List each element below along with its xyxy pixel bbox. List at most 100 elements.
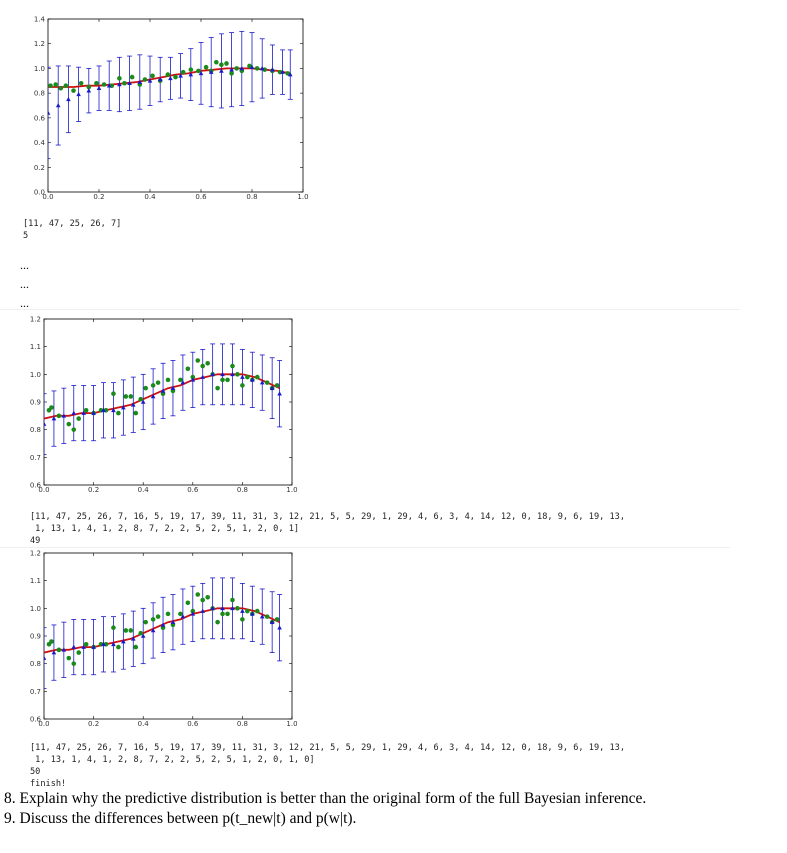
mean-point (277, 391, 282, 396)
mean-point (61, 413, 67, 418)
axes-frame (43, 552, 293, 720)
observed-point (76, 416, 82, 421)
observed-point (128, 628, 134, 633)
output-2-list-line2: 1, 13, 1, 4, 1, 2, 8, 7, 2, 2, 5, 2, 5, … (30, 524, 300, 534)
x-tick-label: 0.2 (88, 720, 99, 728)
observed-point (86, 84, 92, 90)
mean-point (219, 68, 224, 73)
x-tick-label: 1.0 (286, 720, 297, 728)
observed-point (188, 67, 194, 72)
observed-point (155, 614, 161, 619)
observed-point (94, 80, 99, 86)
mean-point (157, 77, 163, 82)
mean-point (208, 69, 214, 74)
mean-point (51, 416, 57, 421)
mean-point (121, 405, 126, 410)
plot-1: 0.0 0.2 0.4 0.6 0.8 1.0 0.0 0.2 0.4 0.6 0.8 1.0 1.2 1… (20, 14, 310, 214)
mean-point (61, 647, 67, 652)
observed-point (245, 608, 250, 614)
mean-point (180, 380, 186, 385)
observed-point (63, 83, 69, 89)
mean-point (106, 83, 112, 88)
observed-point (133, 644, 139, 650)
mean-point (137, 79, 143, 84)
x-tick-label: 0.8 (237, 486, 248, 494)
observed-point (71, 661, 77, 666)
mean-point (277, 625, 282, 630)
mean-point (51, 650, 57, 655)
x-tick-label: 0.6 (187, 720, 199, 728)
mean-point (91, 410, 96, 415)
ellipsis-2: ... (20, 277, 29, 291)
mean-point (130, 636, 136, 641)
observed-point (195, 358, 201, 363)
mean-point (280, 69, 285, 74)
mean-point (111, 641, 116, 647)
mean-point (76, 91, 81, 97)
observed-point (56, 413, 62, 419)
mean-point (239, 65, 245, 71)
cell-divider (0, 547, 730, 548)
mean-point (71, 644, 77, 649)
observed-point (235, 606, 240, 611)
y-tick-label: 0.7 (30, 454, 41, 462)
observed-point (180, 69, 186, 75)
x-tick-label: 0.0 (42, 193, 53, 201)
ellipsis-1: ... (20, 258, 29, 272)
observed-point (200, 597, 206, 603)
mean-point (259, 65, 265, 71)
output-2-list-line1: [11, 47, 25, 26, 7, 16, 5, 19, 17, 39, 1… (30, 512, 625, 522)
observed-point (285, 71, 291, 76)
observed-point (230, 363, 235, 369)
mean-point (249, 64, 255, 69)
mean-point (270, 67, 275, 72)
observed-point (165, 72, 171, 77)
observed-point (83, 642, 89, 647)
observed-point (83, 408, 89, 413)
y-tick-label: 1.4 (34, 16, 46, 24)
observed-point (71, 88, 76, 93)
observed-point (111, 391, 116, 396)
x-tick-label: 0.4 (144, 193, 156, 201)
y-tick-label: 1.2 (30, 550, 41, 558)
y-tick-label: 0.7 (30, 688, 41, 696)
mean-point (240, 374, 245, 379)
mean-point (178, 73, 183, 78)
mean-point (127, 80, 132, 86)
question-8: 8. Explain why the predictive distributi… (4, 790, 647, 807)
observed-point (178, 611, 183, 617)
observed-point (133, 410, 139, 416)
observed-point (254, 374, 260, 380)
x-tick-label: 0.0 (38, 486, 49, 494)
x-tick-label: 0.8 (246, 193, 257, 201)
mean-point (111, 407, 116, 413)
observed-point (240, 383, 245, 388)
y-tick-label: 0.0 (34, 189, 45, 197)
mean-point (190, 611, 196, 616)
observed-point (122, 80, 127, 86)
observed-point (111, 625, 116, 630)
y-tick-label: 0.8 (34, 90, 45, 98)
mean-point (150, 393, 156, 399)
y-tick-label: 0.6 (34, 114, 46, 122)
observed-point (274, 617, 280, 622)
mean-point (168, 75, 173, 81)
mean-point (269, 619, 275, 624)
observed-point (129, 74, 135, 80)
mean-point (190, 377, 196, 382)
mean-point (121, 639, 126, 644)
observed-point (165, 377, 171, 383)
output-3-list-line2: 1, 13, 1, 4, 1, 2, 8, 7, 2, 2, 5, 2, 5, … (30, 755, 315, 765)
mean-point (86, 88, 92, 93)
observed-point (116, 644, 121, 650)
observed-point (142, 77, 148, 82)
plot-2: 0.0 0.2 0.4 0.6 0.8 1.0 0.6 0.7 0.8 0.9 1.0 1.1 1.2 (18, 314, 308, 496)
observed-point (235, 372, 240, 377)
observed-point (49, 639, 54, 644)
x-tick-label: 1.0 (286, 486, 297, 494)
x-tick-label: 0.4 (138, 720, 150, 728)
mean-point (150, 627, 156, 633)
observed-point (78, 80, 84, 86)
mean-point (147, 78, 153, 83)
y-tick-label: 0.2 (34, 164, 45, 172)
